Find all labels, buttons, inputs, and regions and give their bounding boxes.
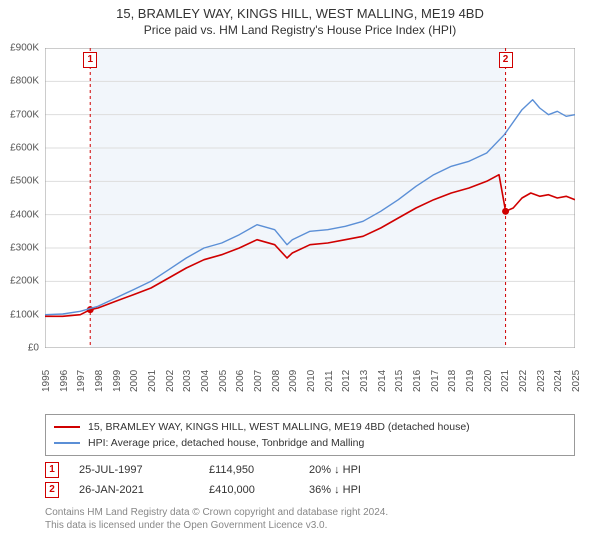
y-tick-label: £700K [0, 109, 39, 120]
x-tick-label: 2010 [306, 370, 317, 392]
title-address: 15, BRAMLEY WAY, KINGS HILL, WEST MALLIN… [0, 6, 600, 21]
x-tick-label: 2017 [430, 370, 441, 392]
x-tick-label: 2014 [377, 370, 388, 392]
x-tick-label: 1995 [41, 370, 52, 392]
x-tick-label: 2018 [447, 370, 458, 392]
x-tick-label: 2020 [483, 370, 494, 392]
event-marker-label: 1 [83, 52, 97, 68]
y-tick-label: £400K [0, 209, 39, 220]
transaction-row: 1 25-JUL-1997 £114,950 20% ↓ HPI [45, 460, 575, 480]
x-axis-labels: 1995199619971998199920002001200220032004… [45, 350, 575, 380]
y-tick-label: £500K [0, 176, 39, 187]
transaction-marker: 2 [45, 482, 59, 498]
title-subtitle: Price paid vs. HM Land Registry's House … [0, 23, 600, 37]
transaction-row: 2 26-JAN-2021 £410,000 36% ↓ HPI [45, 480, 575, 500]
x-tick-label: 2019 [465, 370, 476, 392]
transactions-table: 1 25-JUL-1997 £114,950 20% ↓ HPI 2 26-JA… [45, 460, 575, 500]
legend-label: 15, BRAMLEY WAY, KINGS HILL, WEST MALLIN… [88, 421, 470, 433]
x-tick-label: 1997 [76, 370, 87, 392]
transaction-marker: 1 [45, 462, 59, 478]
transaction-price: £410,000 [209, 484, 309, 496]
transaction-delta: 36% ↓ HPI [309, 484, 399, 496]
x-tick-label: 2015 [394, 370, 405, 392]
x-tick-label: 2007 [253, 370, 264, 392]
x-tick-label: 2004 [200, 370, 211, 392]
legend-label: HPI: Average price, detached house, Tonb… [88, 437, 364, 449]
legend-item: 15, BRAMLEY WAY, KINGS HILL, WEST MALLIN… [54, 419, 566, 435]
y-tick-label: £200K [0, 276, 39, 287]
x-tick-label: 2009 [288, 370, 299, 392]
transaction-date: 26-JAN-2021 [79, 484, 209, 496]
legend-swatch [54, 426, 80, 428]
footer-line1: Contains HM Land Registry data © Crown c… [45, 506, 575, 519]
transaction-delta: 20% ↓ HPI [309, 464, 399, 476]
x-tick-label: 2000 [129, 370, 140, 392]
y-tick-label: £0 [0, 343, 39, 354]
x-tick-label: 1999 [112, 370, 123, 392]
x-tick-label: 2016 [412, 370, 423, 392]
x-tick-label: 2012 [341, 370, 352, 392]
event-marker-label: 2 [499, 52, 513, 68]
y-tick-label: £800K [0, 76, 39, 87]
legend-swatch [54, 442, 80, 444]
y-tick-label: £300K [0, 243, 39, 254]
legend: 15, BRAMLEY WAY, KINGS HILL, WEST MALLIN… [45, 414, 575, 456]
x-tick-label: 2022 [518, 370, 529, 392]
x-tick-label: 2002 [165, 370, 176, 392]
y-tick-label: £900K [0, 43, 39, 54]
x-tick-label: 2008 [271, 370, 282, 392]
y-tick-label: £100K [0, 309, 39, 320]
x-tick-label: 2021 [500, 370, 511, 392]
chart-area: £0£100K£200K£300K£400K£500K£600K£700K£80… [45, 48, 575, 378]
x-tick-label: 1996 [59, 370, 70, 392]
legend-item: HPI: Average price, detached house, Tonb… [54, 435, 566, 451]
x-tick-label: 2006 [235, 370, 246, 392]
x-tick-label: 1998 [94, 370, 105, 392]
x-tick-label: 2005 [218, 370, 229, 392]
x-tick-label: 2023 [536, 370, 547, 392]
footer-line2: This data is licensed under the Open Gov… [45, 519, 575, 532]
chart-container: 15, BRAMLEY WAY, KINGS HILL, WEST MALLIN… [0, 0, 600, 560]
x-tick-label: 2001 [147, 370, 158, 392]
plot-area [45, 48, 575, 348]
transaction-date: 25-JUL-1997 [79, 464, 209, 476]
footer: Contains HM Land Registry data © Crown c… [45, 506, 575, 532]
chart-svg [45, 48, 575, 348]
y-tick-label: £600K [0, 143, 39, 154]
x-tick-label: 2013 [359, 370, 370, 392]
transaction-price: £114,950 [209, 464, 309, 476]
x-tick-label: 2024 [553, 370, 564, 392]
titles: 15, BRAMLEY WAY, KINGS HILL, WEST MALLIN… [0, 0, 600, 37]
x-tick-label: 2011 [324, 370, 335, 392]
x-tick-label: 2003 [182, 370, 193, 392]
x-tick-label: 2025 [571, 370, 582, 392]
